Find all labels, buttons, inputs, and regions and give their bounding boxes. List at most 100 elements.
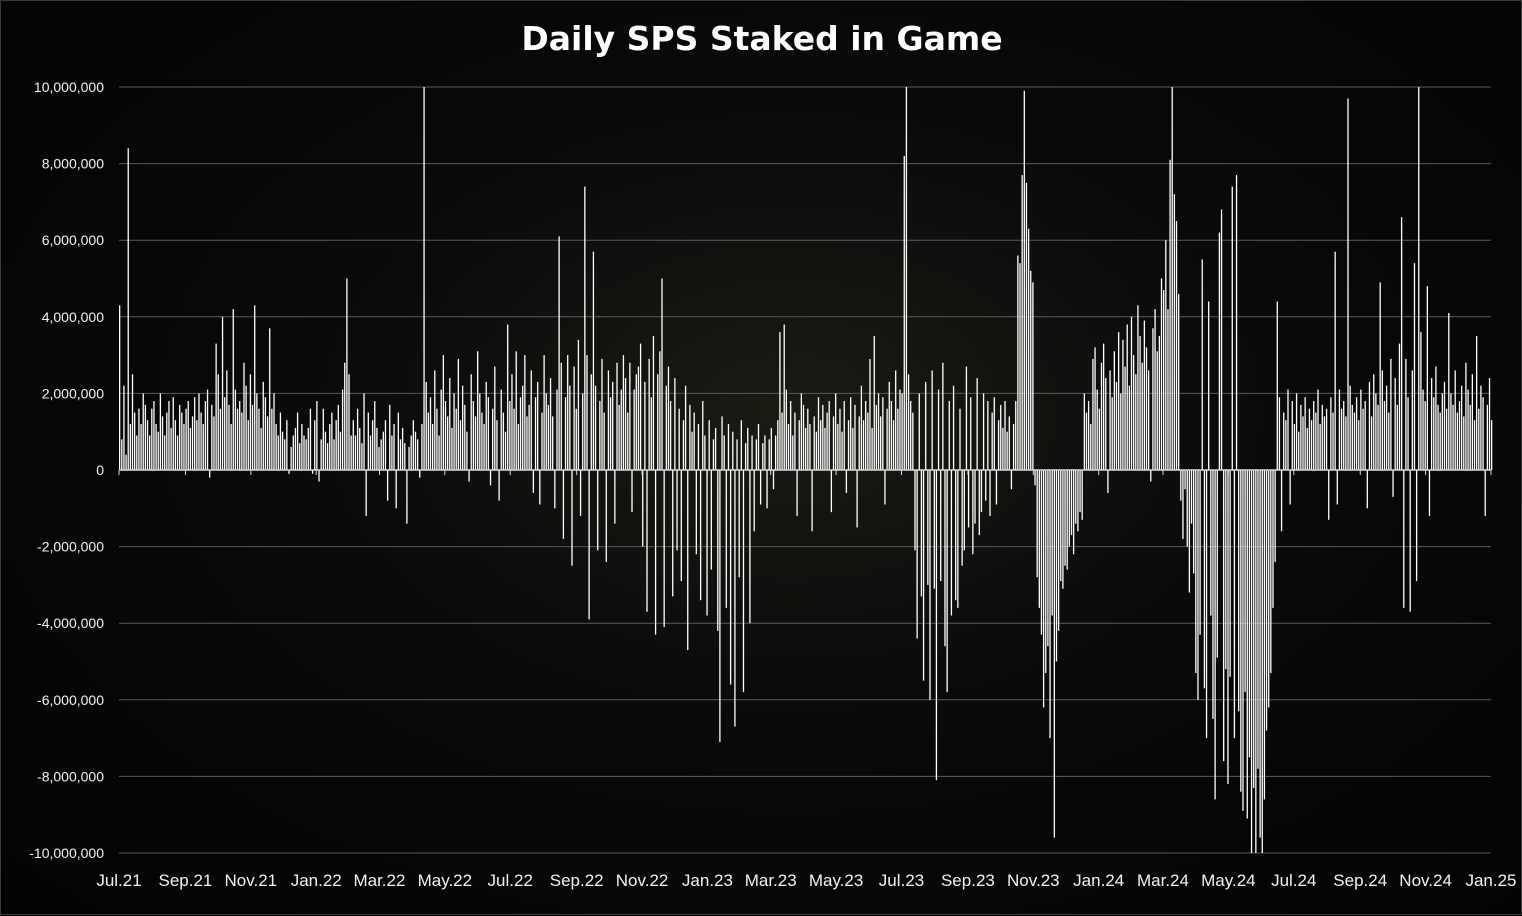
bar bbox=[232, 309, 234, 470]
bar bbox=[539, 470, 541, 505]
bar bbox=[1171, 87, 1173, 470]
bar bbox=[1478, 408, 1480, 470]
bar bbox=[1154, 309, 1156, 470]
bar bbox=[680, 470, 682, 582]
bar bbox=[1117, 332, 1120, 470]
bar bbox=[1178, 293, 1180, 470]
bar bbox=[627, 412, 629, 470]
bar bbox=[755, 439, 757, 470]
bar bbox=[1454, 370, 1456, 470]
bar bbox=[860, 385, 863, 470]
bar bbox=[1280, 470, 1283, 532]
bar bbox=[1467, 389, 1469, 470]
bar bbox=[1345, 416, 1347, 470]
bar bbox=[221, 316, 224, 470]
bar bbox=[181, 412, 183, 470]
bar bbox=[481, 412, 483, 470]
bar bbox=[1090, 424, 1092, 470]
bar bbox=[1364, 401, 1366, 470]
bar bbox=[1471, 374, 1474, 470]
bar bbox=[1072, 470, 1075, 555]
bar bbox=[845, 470, 848, 493]
x-tick-label: Sep.22 bbox=[550, 871, 604, 890]
bar bbox=[412, 420, 414, 470]
bar bbox=[395, 470, 397, 509]
bar bbox=[852, 427, 854, 470]
bar bbox=[537, 381, 539, 470]
bar bbox=[273, 393, 275, 470]
bar bbox=[935, 470, 938, 781]
bar bbox=[356, 408, 359, 470]
bar bbox=[1100, 362, 1103, 470]
bar bbox=[485, 381, 487, 470]
bar bbox=[271, 408, 273, 470]
bar bbox=[1433, 397, 1435, 470]
bar bbox=[1375, 393, 1377, 470]
bar bbox=[1426, 286, 1428, 470]
bar bbox=[391, 435, 393, 470]
bar bbox=[740, 420, 742, 470]
bar bbox=[862, 420, 865, 470]
bar bbox=[1113, 351, 1115, 470]
bar bbox=[1027, 228, 1030, 470]
bar bbox=[1199, 470, 1201, 635]
bar bbox=[1238, 470, 1240, 712]
bar bbox=[374, 401, 376, 470]
bar bbox=[198, 393, 200, 470]
bar bbox=[1156, 351, 1158, 470]
bar bbox=[142, 393, 144, 470]
bar bbox=[1259, 470, 1261, 838]
x-tick-label: Sep.23 bbox=[941, 871, 995, 890]
bar bbox=[1085, 412, 1088, 470]
bar bbox=[1214, 470, 1216, 800]
bar bbox=[284, 439, 286, 470]
bar bbox=[258, 408, 260, 470]
bar bbox=[697, 424, 700, 470]
bar bbox=[584, 186, 586, 470]
bar bbox=[832, 416, 835, 470]
bar bbox=[1276, 301, 1278, 470]
bar bbox=[1392, 470, 1394, 497]
bar bbox=[151, 408, 153, 470]
bar bbox=[129, 424, 132, 470]
bar bbox=[1111, 397, 1113, 470]
bar bbox=[307, 427, 309, 470]
bar bbox=[905, 87, 908, 470]
x-tick-label: Nov.22 bbox=[616, 871, 669, 890]
bar bbox=[477, 351, 479, 470]
bar bbox=[1182, 470, 1184, 539]
bar bbox=[603, 412, 605, 470]
y-tick-label: -6,000,000 bbox=[37, 692, 104, 708]
bar bbox=[704, 435, 706, 470]
bar bbox=[1002, 427, 1004, 470]
bar bbox=[985, 470, 987, 501]
bar bbox=[251, 404, 254, 470]
bar bbox=[1351, 404, 1353, 470]
bar bbox=[1285, 420, 1287, 470]
bar bbox=[209, 470, 211, 478]
bar bbox=[1463, 416, 1465, 470]
bar bbox=[942, 362, 944, 470]
bar bbox=[213, 416, 215, 470]
bar bbox=[241, 412, 243, 470]
bar bbox=[871, 427, 873, 470]
bar bbox=[431, 424, 434, 470]
bar bbox=[174, 420, 177, 470]
bar bbox=[140, 424, 142, 470]
bar bbox=[875, 404, 878, 470]
bar bbox=[1460, 385, 1463, 470]
bar bbox=[1197, 470, 1199, 700]
bar bbox=[890, 401, 893, 470]
bar bbox=[800, 393, 803, 470]
bar bbox=[1195, 470, 1197, 673]
bar bbox=[717, 470, 719, 631]
bar bbox=[436, 408, 438, 470]
x-tick-label: Mar.22 bbox=[353, 871, 405, 890]
bar bbox=[534, 397, 537, 470]
bar bbox=[805, 427, 807, 470]
bar bbox=[1298, 431, 1300, 470]
bar bbox=[1334, 251, 1336, 470]
y-tick-label: -10,000,000 bbox=[29, 845, 104, 861]
y-tick-label: -8,000,000 bbox=[37, 768, 104, 784]
bar bbox=[1362, 408, 1364, 470]
